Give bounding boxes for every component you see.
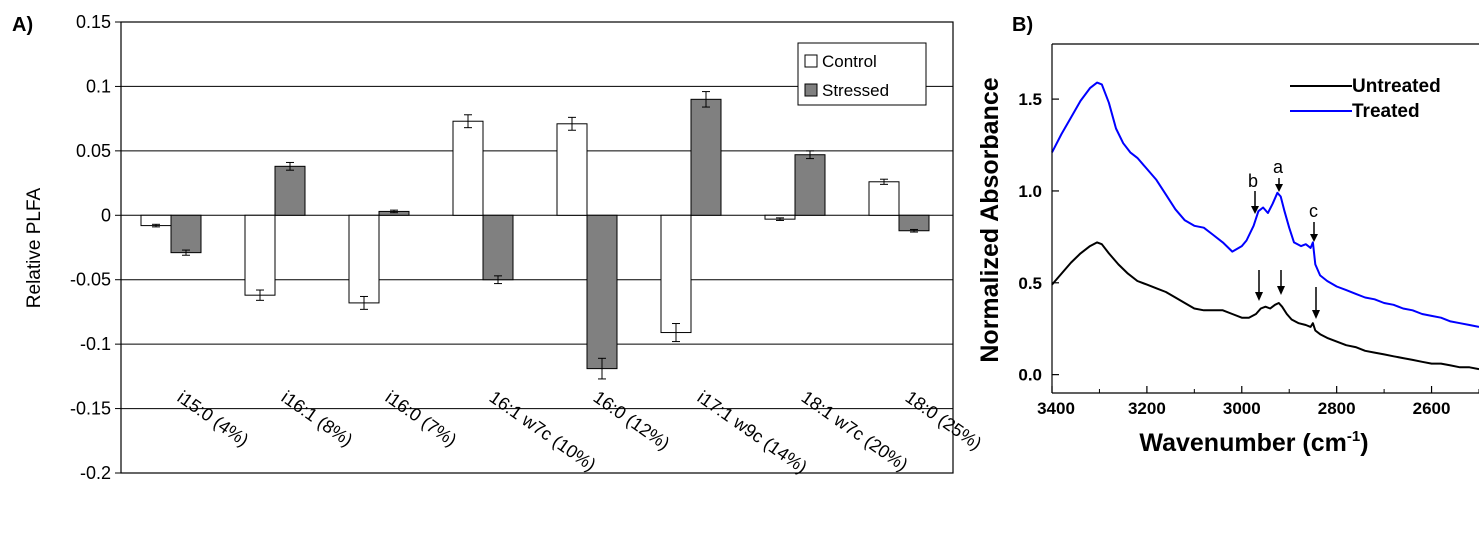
category-label: i17:1 w9c (14%) <box>694 387 811 477</box>
annotation-a: a <box>1273 157 1284 177</box>
bar-control <box>868 181 900 216</box>
x-tick-label: 2600 <box>1413 399 1451 418</box>
legend-label-control: Control <box>822 52 877 71</box>
legend-label-treated: Treated <box>1352 101 1420 122</box>
annotation-arrows <box>1251 178 1320 319</box>
annotation-b: b <box>1248 171 1258 191</box>
y-tick-label: 0.5 <box>1018 274 1042 293</box>
x-tick-label: 3000 <box>1223 399 1261 418</box>
arrow-untreated-3-head <box>1312 310 1320 319</box>
panel-b-annotations: b a c <box>1248 157 1320 319</box>
category-label: 18:0 (25%) <box>902 387 986 454</box>
panel-a-y-ticks: 0.15 0.1 0.05 0 -0.05 -0.1 -0.15 -0.2 <box>70 12 121 483</box>
panel-a-legend: Control Stressed <box>797 42 927 106</box>
bar-stressed <box>794 154 826 216</box>
bar-stressed <box>274 165 306 216</box>
y-tick-label: -0.2 <box>80 463 111 483</box>
arrow-c-head <box>1310 234 1318 242</box>
x-axis-label-main: Wavenumber (cm <box>1139 429 1346 457</box>
legend-swatch-control <box>804 54 818 68</box>
bar-stressed <box>170 214 202 254</box>
category-label: i15:0 (4%) <box>174 387 253 450</box>
panel-b-ticks: 0.0 0.5 1.0 1.5 3400 3200 3000 2800 2600 <box>1018 90 1479 418</box>
panel-a-bars <box>140 91 930 380</box>
arrow-a-head <box>1275 184 1283 192</box>
bar-control <box>660 214 692 334</box>
bar-control <box>556 123 588 216</box>
y-tick-label: -0.05 <box>70 270 111 290</box>
category-label: 16:0 (12%) <box>590 387 674 454</box>
y-tick-label: 0.0 <box>1018 366 1042 385</box>
category-label: 16:1 w7c (10%) <box>486 387 600 475</box>
panel-b-y-axis-label: Normalized Absorbance <box>976 77 1004 362</box>
x-axis-label-close: ) <box>1360 429 1368 457</box>
x-tick-label: 2800 <box>1318 399 1356 418</box>
y-tick-label: -0.15 <box>70 399 111 419</box>
bar-control <box>244 214 276 296</box>
y-tick-label: 1.5 <box>1018 90 1042 109</box>
y-tick-label: 0 <box>101 205 111 225</box>
panel-b-lines <box>1051 81 1479 371</box>
series-line-untreated <box>1051 241 1479 371</box>
y-tick-label: 1.0 <box>1018 182 1042 201</box>
bar-stressed <box>690 98 722 216</box>
bar-control <box>348 214 380 304</box>
category-label: i16:1 (8%) <box>278 387 357 450</box>
panel-a-plot-frame <box>120 21 954 474</box>
panel-b-legend: Untreated Treated <box>1290 76 1441 122</box>
panel-a-y-axis-label: Relative PLFA <box>24 187 45 308</box>
bar-stressed <box>482 214 514 281</box>
category-label: 18:1 w7c (20%) <box>798 387 912 475</box>
bar-control <box>452 120 484 216</box>
legend-label-stressed: Stressed <box>822 81 889 100</box>
category-label: i16:0 (7%) <box>382 387 461 450</box>
panel-b-x-axis-label: Wavenumber (cm-1) <box>1139 428 1368 457</box>
panel-b-label: B) <box>1012 14 1033 36</box>
y-tick-label: 0.1 <box>86 76 111 96</box>
bar-stressed <box>898 214 930 232</box>
arrow-untreated-2-head <box>1277 286 1285 295</box>
annotation-c: c <box>1309 201 1318 221</box>
x-tick-label: 3400 <box>1037 399 1075 418</box>
y-tick-label: 0.15 <box>76 12 111 32</box>
arrow-untreated-1-head <box>1255 292 1263 301</box>
x-axis-label-superscript: -1 <box>1347 428 1360 445</box>
panel-a-label: A) <box>12 14 33 36</box>
legend-label-untreated: Untreated <box>1352 76 1441 97</box>
x-tick-label: 3200 <box>1128 399 1166 418</box>
series-line-treated <box>1051 81 1479 328</box>
arrow-b-head <box>1251 206 1259 214</box>
legend-swatch-stressed <box>804 83 818 97</box>
bar-stressed <box>586 214 618 370</box>
legend-box <box>797 42 927 106</box>
panel-a-categories: i15:0 (4%) i16:1 (8%) i16:0 (7%) 16:1 w7c (… <box>174 387 986 477</box>
y-tick-label: -0.1 <box>80 334 111 354</box>
y-tick-label: 0.05 <box>76 141 111 161</box>
